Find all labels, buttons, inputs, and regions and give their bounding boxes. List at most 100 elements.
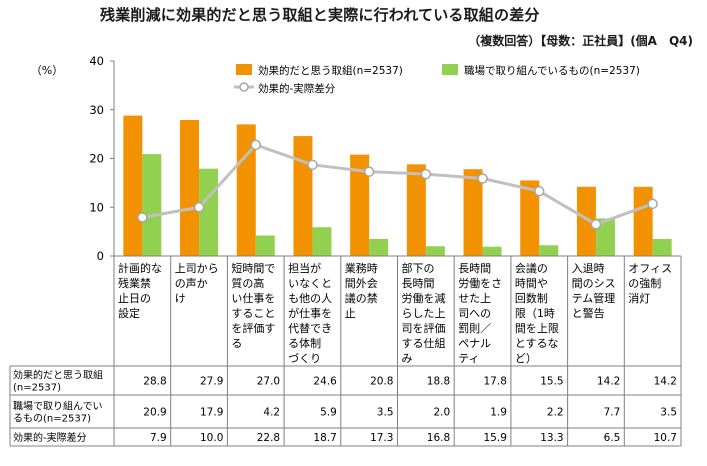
table-cell-value: 27.0 (257, 376, 280, 388)
category-label: み (402, 352, 413, 365)
bar-implemented (482, 246, 502, 256)
category-label: 長時間 (402, 277, 435, 290)
bar-effective (180, 119, 200, 256)
category-label: ど） (515, 352, 537, 365)
category-label: 議の禁 (345, 291, 378, 305)
category-label: 入退時 (572, 262, 605, 275)
bar-implemented (255, 235, 275, 256)
category-label: せた上 (458, 292, 491, 305)
bar-implemented (312, 227, 332, 256)
legend-swatch-marker (239, 82, 249, 92)
bar-implemented (652, 238, 672, 256)
table-row-label: 効果的-実際差分 (13, 431, 87, 444)
legend-swatch (442, 64, 458, 75)
difference-point (137, 212, 148, 223)
y-tick-label: 20 (89, 152, 104, 166)
difference-point (307, 159, 318, 171)
table-cell-value: 4.2 (263, 407, 280, 419)
bar-implemented (425, 246, 445, 256)
table-cell-value: 17.3 (370, 432, 393, 444)
y-axis-unit: （%） (31, 64, 63, 77)
category-label: る体制 (288, 336, 321, 350)
category-label: 消灯 (628, 291, 650, 305)
chart-title: 残業削減に効果的だと思う取組と実際に行われている取組の差分 (100, 6, 540, 24)
legend-label: 職場で取り組んでいるもの(n=2537) (464, 64, 640, 77)
category-label: 限（1時 (515, 307, 555, 320)
table-row-label: 効果的だと思う取組 (13, 369, 103, 382)
table-cell-value: 1.9 (490, 407, 507, 419)
table-row-label: るもの(n=2537) (13, 413, 91, 425)
category-label: 時間や (515, 277, 548, 290)
category-label: 労働を減 (402, 291, 446, 305)
category-label: 長時間 (458, 262, 491, 275)
bar-effective (123, 115, 143, 256)
y-tick-label: 40 (89, 54, 104, 68)
category-label: 代替でき (288, 321, 332, 335)
bar-effective (236, 124, 256, 256)
difference-point (647, 198, 658, 210)
y-tick-label: 10 (89, 200, 104, 214)
bar-effective (463, 169, 483, 256)
bar-implemented (595, 218, 615, 256)
category-label: 労働をさ (458, 276, 502, 290)
category-label: いなくと (288, 277, 332, 290)
category-label: 担当が (288, 261, 321, 275)
table-cell-value: 20.9 (143, 407, 166, 419)
table-cell-value: 10.7 (654, 432, 677, 444)
category-label: る (231, 337, 242, 350)
bar-effective (520, 180, 540, 256)
table-cell-value: 13.3 (540, 432, 563, 444)
category-label: 止 (345, 307, 356, 320)
table-cell-value: 15.9 (484, 432, 507, 444)
category-label: ペナル (458, 337, 491, 350)
category-label: の強制 (628, 277, 661, 290)
bar-effective (576, 186, 596, 256)
table-cell-value: 16.8 (427, 432, 450, 444)
table-cell-value: 6.5 (604, 432, 621, 444)
category-label: する仕組 (402, 337, 446, 350)
bar-effective (406, 164, 426, 256)
bar-effective (350, 154, 370, 256)
table-cell-value: 22.8 (257, 432, 280, 444)
category-label: が仕事を (288, 306, 332, 320)
difference-point (590, 219, 602, 230)
category-label: 間を上限 (515, 322, 559, 335)
legend-swatch (236, 64, 252, 75)
table-cell-value: 2.0 (433, 407, 450, 419)
chart-subtitle: （複数回答）【母数：正社員】(個A Q4) (468, 34, 693, 48)
y-tick-label: 30 (89, 103, 104, 117)
table-row-label: (n=2537) (13, 383, 61, 394)
table-cell-value: 17.9 (200, 407, 223, 419)
category-label: 回数制 (515, 292, 548, 305)
table-cell-value: 5.9 (320, 407, 337, 419)
table-row-label: 職場で取り組んでい (13, 400, 103, 413)
legend-label: 効果的だと思う取組(n=2537) (258, 64, 403, 77)
category-label: 計画的な (118, 261, 162, 275)
y-tick-label: 0 (97, 249, 104, 263)
category-label: 設定 (118, 306, 140, 320)
category-label: い仕事を (231, 292, 275, 305)
category-label: とするな (515, 337, 559, 350)
category-label: 止日の (118, 292, 151, 305)
table-cell-value: 10.0 (200, 432, 223, 444)
table-cell-value: 28.8 (143, 376, 166, 388)
difference-point (363, 166, 375, 177)
category-label: 残業禁 (118, 276, 151, 290)
category-label: らした上 (402, 307, 446, 320)
table-cell-value: 7.7 (604, 407, 621, 419)
category-label: 上司から (175, 262, 219, 275)
category-label: 部下の (402, 261, 435, 275)
table-cell-value: 14.2 (597, 376, 620, 388)
table-cell-value: 14.2 (654, 376, 677, 388)
category-label: ティ (458, 352, 479, 365)
table-cell-value: 24.6 (313, 376, 337, 388)
bar-effective (633, 186, 653, 256)
bar-implemented (199, 168, 219, 256)
table-cell-value: 20.8 (370, 376, 393, 388)
table-cell-value: 15.5 (540, 376, 563, 388)
category-label: 短時間で (231, 261, 275, 275)
category-label: すること (231, 307, 275, 320)
difference-point (193, 202, 205, 213)
table-cell-value: 17.8 (484, 376, 507, 388)
